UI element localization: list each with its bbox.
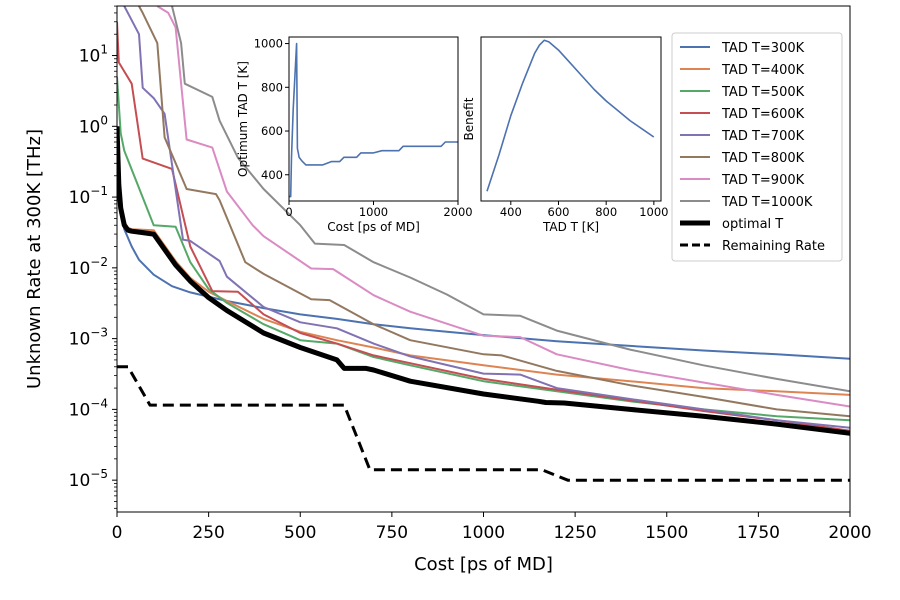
inset-x-axis-label: Cost [ps of MD] [327, 220, 420, 234]
main-series-group [117, 6, 850, 482]
series-line-2 [117, 76, 850, 422]
x-tick-label: 1000 [462, 523, 505, 543]
x-tick-label: 250 [192, 523, 224, 543]
series-line-6 [156, 6, 850, 408]
y-tick-label: 10−2 [69, 255, 108, 279]
inset-frame [480, 36, 662, 202]
inset-x-tick-label: 800 [595, 205, 617, 219]
y-tick-label: 101 [79, 43, 108, 67]
y-tick-label: 100 [79, 113, 108, 137]
legend-box [671, 32, 843, 262]
legend-entry-label: TAD T=500K [721, 85, 805, 100]
inset-background [289, 37, 458, 201]
legend-entry-label: TAD T=1000K [721, 195, 813, 210]
inset-x-tick-label: 2000 [443, 205, 472, 219]
x-tick-label: 750 [376, 523, 408, 543]
inset-x-tick-label: 1000 [639, 205, 668, 219]
legend: TAD T=300K TAD T=400K TAD T=500K TAD T=600K… [671, 32, 843, 262]
inset-optimum-line [289, 42, 458, 198]
series-line-0 [117, 163, 850, 360]
inset-benefit-line [486, 39, 655, 192]
series-line-7 [171, 6, 850, 393]
x-tick-label: 2000 [828, 523, 871, 543]
legend-entry-label: optimal T [722, 217, 783, 232]
inset-y-tick-label: 1000 [254, 37, 283, 51]
inset-x-tick-label: 0 [285, 205, 292, 219]
y-axis-label: Unknown Rate at 300K [THz] [24, 129, 45, 389]
series-line-5 [138, 6, 850, 418]
inset-y-axis-label: Optimum TAD T [K] [236, 61, 250, 177]
legend-entry-label: TAD T=400K [721, 63, 805, 78]
inset-y-tick-label: 600 [261, 124, 283, 138]
y-tick-label: 10−5 [69, 467, 108, 491]
legend-entry-label: TAD T=300K [721, 41, 805, 56]
y-tick-label: 10−4 [69, 396, 108, 420]
legend-entry-label: TAD T=600K [721, 107, 805, 122]
x-tick-label: 500 [284, 523, 316, 543]
legend-entry-label: TAD T=800K [721, 151, 805, 166]
inset-background [481, 37, 661, 201]
x-tick-label: 1500 [645, 523, 688, 543]
x-tick-label: 1750 [737, 523, 780, 543]
series-line-4 [123, 6, 850, 429]
series-line-3 [117, 21, 850, 432]
inset-x-tick-label: 400 [500, 205, 522, 219]
inset-y-tick-label: 800 [261, 80, 283, 94]
inset-y-tick-label: 400 [261, 168, 283, 182]
y-tick-label: 10−3 [69, 326, 108, 350]
inset-x-tick-label: 1000 [359, 205, 388, 219]
legend-entry-label: TAD T=700K [721, 129, 805, 144]
series-line-9 [117, 365, 850, 482]
x-axis-label: Cost [ps of MD] [414, 554, 553, 575]
x-tick-label: 0 [112, 523, 123, 543]
x-tick-label: 1250 [553, 523, 596, 543]
main-plot: 0 250 500 750 1000 1250 1500 1750 2000 101 100 10−1… [24, 5, 872, 575]
legend-entry-label: Remaining Rate [722, 239, 825, 254]
series-line-8 [117, 126, 850, 436]
inset-x-axis-label: TAD T [K] [542, 220, 599, 234]
y-tick-label: 10−1 [69, 184, 108, 208]
inset-y-axis-label: Benefit [462, 97, 476, 140]
inset-benefit-plot: 400 600 800 1000 TAD T [K] Benefit [462, 36, 668, 234]
legend-entry-label: TAD T=900K [721, 173, 805, 188]
inset-x-tick-label: 600 [548, 205, 570, 219]
